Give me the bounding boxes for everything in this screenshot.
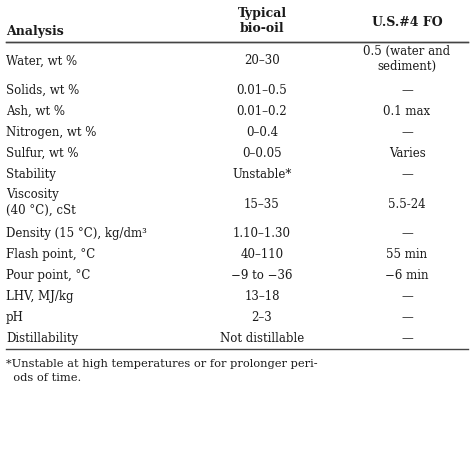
Text: Typical
bio-oil: Typical bio-oil <box>237 7 287 35</box>
Text: —: — <box>401 290 413 303</box>
Text: Pour point, °C: Pour point, °C <box>6 269 91 282</box>
Text: 0.5 (water and
sediment): 0.5 (water and sediment) <box>364 45 451 73</box>
Text: —: — <box>401 168 413 181</box>
Text: Sulfur, wt %: Sulfur, wt % <box>6 147 79 160</box>
Text: 0.01–0.2: 0.01–0.2 <box>237 105 287 118</box>
Text: 20–30: 20–30 <box>244 55 280 68</box>
Text: pH: pH <box>6 311 24 324</box>
Text: Water, wt %: Water, wt % <box>6 55 77 68</box>
Text: —: — <box>401 332 413 345</box>
Text: ods of time.: ods of time. <box>6 373 81 383</box>
Text: —: — <box>401 311 413 324</box>
Text: *Unstable at high temperatures or for prolonger peri-: *Unstable at high temperatures or for pr… <box>6 359 318 369</box>
Text: −6 min: −6 min <box>385 269 429 282</box>
Text: Varies: Varies <box>389 147 425 160</box>
Text: 5.5-24: 5.5-24 <box>388 198 426 211</box>
Text: Unstable*: Unstable* <box>232 168 292 181</box>
Text: 13–18: 13–18 <box>244 290 280 303</box>
Text: U.S.#4 FO: U.S.#4 FO <box>372 17 442 29</box>
Text: Ash, wt %: Ash, wt % <box>6 105 65 118</box>
Text: 0–0.4: 0–0.4 <box>246 126 278 139</box>
Text: −9 to −36: −9 to −36 <box>231 269 293 282</box>
Text: 55 min: 55 min <box>386 248 428 261</box>
Text: Not distillable: Not distillable <box>220 332 304 345</box>
Text: Density (15 °C), kg/dm³: Density (15 °C), kg/dm³ <box>6 227 147 240</box>
Text: —: — <box>401 126 413 139</box>
Text: Solids, wt %: Solids, wt % <box>6 84 79 97</box>
Text: Stability: Stability <box>6 168 56 181</box>
Text: Distillability: Distillability <box>6 332 78 345</box>
Text: 0.1 max: 0.1 max <box>383 105 430 118</box>
Text: —: — <box>401 227 413 240</box>
Text: Nitrogen, wt %: Nitrogen, wt % <box>6 126 96 139</box>
Text: Flash point, °C: Flash point, °C <box>6 248 95 261</box>
Text: —: — <box>401 84 413 97</box>
Text: 2–3: 2–3 <box>252 311 273 324</box>
Text: LHV, MJ/kg: LHV, MJ/kg <box>6 290 73 303</box>
Text: 0–0.05: 0–0.05 <box>242 147 282 160</box>
Text: 40–110: 40–110 <box>240 248 283 261</box>
Text: 0.01–0.5: 0.01–0.5 <box>237 84 287 97</box>
Text: Analysis: Analysis <box>6 25 64 38</box>
Text: Viscosity
(40 °C), cSt: Viscosity (40 °C), cSt <box>6 188 76 217</box>
Text: 15–35: 15–35 <box>244 198 280 211</box>
Text: 1.10–1.30: 1.10–1.30 <box>233 227 291 240</box>
